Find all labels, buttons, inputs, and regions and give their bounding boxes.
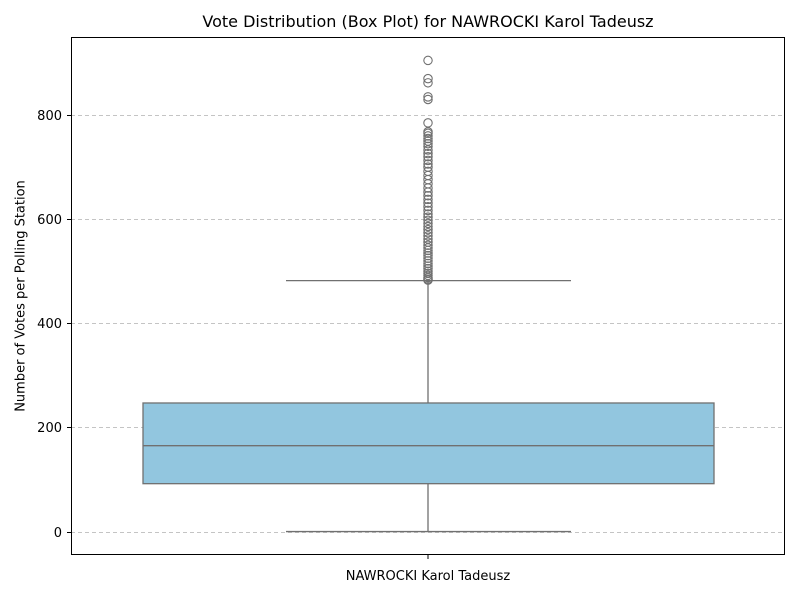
outlier-point (423, 250, 433, 261)
outlier-point (423, 221, 433, 232)
outlier-point (423, 215, 433, 226)
outlier-point (423, 128, 433, 139)
outlier-point (423, 261, 433, 271)
outlier-point (423, 191, 433, 201)
outlier-point (423, 183, 433, 193)
y-tick-label: 0 (54, 526, 62, 541)
outlier-point (423, 258, 433, 269)
chart-title: Vote Distribution (Box Plot) for NAWROCK… (202, 12, 654, 31)
outlier-point (423, 227, 433, 238)
outlier-point (423, 194, 433, 205)
outlier-point (423, 145, 433, 155)
outlier-point (423, 253, 433, 264)
outlier-point (423, 155, 433, 166)
outlier-point (423, 212, 433, 222)
outlier-point (423, 218, 433, 229)
outlier-point (423, 187, 433, 197)
outlier-point (423, 245, 433, 256)
outlier-points (423, 55, 433, 285)
outlier-point (423, 209, 433, 219)
outlier-point (423, 92, 433, 102)
plot-frame (71, 37, 785, 555)
outlier-point (423, 205, 433, 216)
outlier-point (423, 275, 433, 285)
outlier-point (423, 73, 433, 84)
outlier-point (423, 94, 433, 105)
outlier-point (423, 248, 433, 258)
outlier-point (423, 243, 433, 253)
outlier-point (423, 256, 433, 266)
y-ticks: 0 200 400 600 800 (37, 109, 429, 559)
iqr-box (142, 402, 715, 485)
outlier-point (423, 118, 433, 128)
y-tick-label: 200 (37, 421, 62, 436)
box-group (142, 279, 715, 533)
y-tick-label: 800 (37, 109, 62, 124)
outlier-point (423, 148, 433, 159)
outlier-point (423, 198, 433, 208)
outlier-point (423, 240, 433, 250)
outlier-point (423, 55, 433, 66)
y-tick-label: 600 (37, 213, 62, 228)
x-axis-label: NAWROCKI Karol Tadeusz (345, 569, 511, 584)
outlier-point (423, 224, 433, 235)
outlier-point (423, 231, 433, 241)
outlier-point (423, 138, 433, 149)
outlier-point (423, 159, 433, 169)
outlier-point (423, 141, 433, 152)
outlier-point (423, 133, 433, 144)
outlier-point (423, 201, 433, 212)
outlier-point (423, 131, 433, 141)
outlier-point (423, 78, 433, 88)
outlier-point (423, 151, 433, 162)
y-tick-label: 400 (37, 317, 62, 332)
